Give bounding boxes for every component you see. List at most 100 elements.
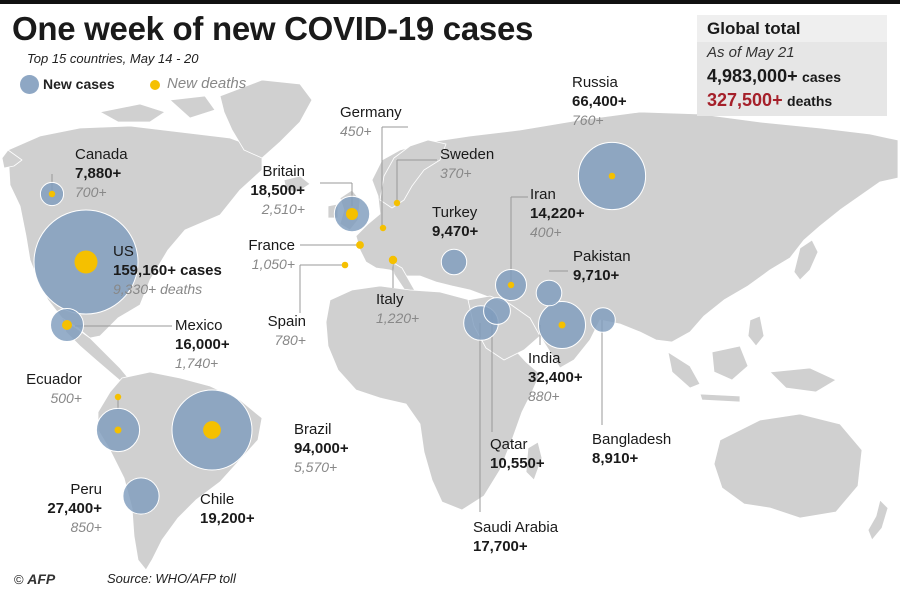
global-total-date: As of May 21 [707, 44, 795, 61]
global-cases-unit: cases [802, 69, 841, 85]
country-deaths: 1,220+ [376, 310, 420, 326]
japan-land [793, 239, 819, 281]
global-total-heading: Global total [707, 19, 801, 38]
legend-cases-label: New cases [43, 76, 115, 92]
cases-bubble-qatar [483, 297, 511, 325]
country-deaths: 1,050+ [251, 256, 295, 272]
country-cases: 32,400+ [528, 369, 583, 386]
afp-logo: AFP [27, 571, 56, 587]
borneo-land [711, 345, 749, 381]
country-name: Mexico [175, 317, 223, 334]
country-deaths: 850+ [70, 519, 102, 535]
label-italy: Italy 1,220+ [376, 290, 419, 328]
global-cases-value: 4,983,000+ [707, 66, 798, 86]
label-sweden: Sweden 370+ [440, 145, 494, 183]
country-deaths: 370+ [440, 165, 472, 181]
country-name: Italy [376, 291, 404, 308]
page-title: One week of new COVID-19 cases [12, 10, 534, 47]
global-total-header [697, 15, 887, 42]
label-turkey: Turkey 9,470+ [432, 203, 478, 241]
country-name: Pakistan [573, 248, 631, 265]
label-france: France 1,050+ [225, 236, 295, 274]
footer: © AFP Source: WHO/AFP toll [14, 571, 236, 587]
country-cases: 159,160+ cases [113, 262, 222, 279]
page-subtitle: Top 15 countries, May 14 - 20 [27, 51, 199, 66]
eurasia-land [355, 111, 899, 369]
country-name: Saudi Arabia [473, 519, 559, 536]
country-deaths: 2,510+ [261, 201, 305, 217]
label-chile: Chile 19,200+ [200, 490, 255, 528]
death-dot-iran [507, 281, 515, 289]
sumatra-land [667, 351, 701, 389]
country-deaths: 9,330+ deaths [113, 281, 203, 297]
country-cases: 7,880+ [75, 165, 122, 182]
iceland-land [283, 175, 311, 193]
death-dot-italy [388, 255, 398, 265]
label-spain: Spain 780+ [240, 312, 306, 350]
country-name: Bangladesh [592, 431, 672, 448]
country-deaths: 760+ [572, 112, 604, 128]
global-total-deaths: 327,500+ deaths [707, 90, 832, 111]
leader-lines [51, 126, 603, 512]
label-mexico: Mexico 16,000+ 1,740+ [175, 316, 230, 373]
country-cases: 9,470+ [432, 223, 479, 240]
country-cases: 8,910+ [592, 450, 639, 467]
death-dot-britain [346, 208, 358, 220]
death-dots [48, 172, 616, 439]
label-iran: Iran 14,220+ 400+ [530, 185, 585, 242]
death-dot-peru [114, 426, 122, 434]
country-cases: 94,000+ [294, 440, 349, 457]
death-dot-spain [341, 261, 349, 269]
country-name: Britain [262, 163, 305, 180]
country-deaths: 400+ [530, 224, 562, 240]
label-germany: Germany 450+ [340, 103, 402, 141]
country-name: Russia [572, 74, 618, 91]
death-dot-india [558, 321, 566, 329]
country-name: Brazil [294, 421, 332, 438]
country-deaths: 500+ [50, 390, 82, 406]
label-bangladesh: Bangladesh 8,910+ [592, 430, 671, 468]
death-dot-germany [379, 224, 387, 232]
death-dot-france [356, 241, 364, 249]
label-russia: Russia 66,400+ 760+ [572, 73, 627, 130]
country-cases: 17,700+ [473, 538, 528, 555]
label-pakistan: Pakistan 9,710+ [573, 247, 631, 285]
java-land [699, 393, 741, 403]
death-dot-sweden [393, 199, 401, 207]
global-total-box: Global total As of May 21 4,983,000+ cas… [697, 15, 887, 116]
cases-bubble-bangladesh [590, 307, 616, 333]
death-dot-mexico [62, 320, 72, 330]
death-dot-canada [48, 190, 56, 198]
death-dot-russia [608, 172, 616, 180]
death-dot-ecuador [114, 393, 122, 401]
country-deaths: 450+ [340, 123, 372, 139]
global-deaths-unit: deaths [787, 93, 833, 109]
country-deaths: 5,570+ [294, 459, 338, 475]
cases-bubble-pakistan [535, 279, 563, 307]
country-name: Spain [267, 313, 306, 330]
death-dot-us [74, 250, 98, 274]
australia-land [713, 413, 863, 519]
alaska-land [1, 149, 23, 169]
country-name: Peru [70, 481, 102, 498]
madagascar-land [525, 441, 543, 481]
label-india: India 32,400+ 880+ [528, 349, 583, 406]
country-cases: 10,550+ [490, 455, 545, 472]
country-cases: 16,000+ [175, 336, 230, 353]
arctic-islands-land [99, 95, 216, 123]
global-total-cases: 4,983,000+ cases [707, 66, 841, 87]
source-note: Source: WHO/AFP toll [107, 571, 236, 586]
philippines-land [747, 315, 765, 347]
copyright-symbol: © [14, 572, 24, 587]
country-name: Canada [75, 146, 128, 163]
country-name: Sweden [440, 146, 495, 163]
country-name: Qatar [490, 436, 528, 453]
global-deaths-value: 327,500+ [707, 90, 783, 110]
label-britain: Britain 18,500+ 2,510+ [230, 162, 305, 219]
label-canada: Canada 7,880+ 700+ [75, 145, 128, 202]
cases-bubble-turkey [440, 248, 468, 276]
label-ecuador: Ecuador 500+ [12, 370, 82, 408]
country-name: Iran [530, 186, 556, 203]
country-name: Germany [340, 104, 402, 121]
